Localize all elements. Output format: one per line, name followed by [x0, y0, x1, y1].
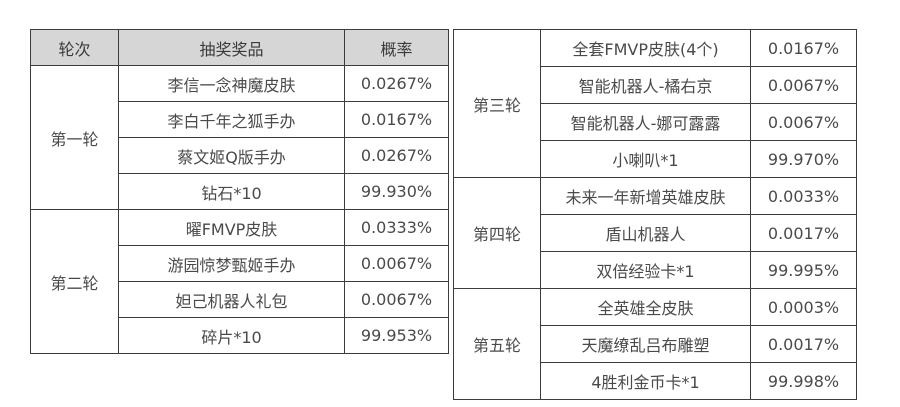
- table-row: 第四轮 未来一年新增英雄皮肤 0.0033%: [453, 177, 857, 289]
- prize-cell: 小喇叭*1: [540, 140, 751, 178]
- probability-cell: 0.0067%: [750, 103, 857, 141]
- right-probability-table: 第三轮 全套FMVP皮肤(4个) 0.0167% 智能机器人-橘右京 0.006…: [453, 29, 857, 400]
- header-row: 轮次 抽奖奖品 概率: [30, 29, 449, 66]
- round-label: 第五轮: [453, 288, 541, 400]
- prize-cell: 双倍经验卡*1: [540, 251, 751, 289]
- probability-cell: 0.0167%: [750, 29, 857, 67]
- prize-cell: 智能机器人-娜可露露: [540, 103, 751, 141]
- round-label: 第一轮: [30, 65, 119, 210]
- probability-cell: 99.930%: [344, 173, 449, 210]
- probability-cell: 99.953%: [344, 317, 449, 354]
- header-round: 轮次: [30, 29, 119, 66]
- prize-cell: 蔡文姬Q版手办: [118, 137, 345, 174]
- probability-cell: 0.0167%: [344, 101, 449, 138]
- header-probability: 概率: [344, 29, 449, 66]
- table-row: 钻石*10 99.930%: [31, 173, 449, 210]
- prize-cell: 李信一念神魔皮肤: [118, 65, 345, 102]
- left-probability-table: 轮次 抽奖奖品 概率 第一轮 李信一念神魔皮肤 0.0267% 李白千年之狐手办…: [30, 29, 449, 354]
- probability-cell: 99.995%: [750, 251, 857, 289]
- table-row: 游园惊梦甄姬手办 0.0067%: [31, 245, 449, 282]
- prize-cell: 盾山机器人: [540, 214, 751, 252]
- round-label: 第三轮: [453, 29, 541, 178]
- prize-cell: 曜FMVP皮肤: [118, 209, 345, 246]
- prize-cell: 全套FMVP皮肤(4个): [540, 29, 751, 67]
- round-label: 第二轮: [30, 209, 119, 354]
- table-row: 智能机器人-橘右京 0.0067%: [454, 66, 857, 104]
- prize-cell: 李白千年之狐手办: [118, 101, 345, 138]
- table-row: 第一轮 李信一念神魔皮肤 0.0267%: [30, 65, 449, 210]
- round-label: 第四轮: [453, 177, 541, 289]
- probability-cell: 0.0067%: [344, 245, 449, 282]
- prize-cell: 游园惊梦甄姬手办: [118, 245, 345, 282]
- table-row: 双倍经验卡*1 99.995%: [454, 251, 857, 289]
- probability-cell: 0.0033%: [750, 177, 857, 215]
- prize-cell: 未来一年新增英雄皮肤: [540, 177, 751, 215]
- table-row: 李白千年之狐手办 0.0167%: [31, 101, 449, 138]
- probability-cell: 0.0067%: [750, 66, 857, 104]
- probability-cell: 0.0017%: [750, 214, 857, 252]
- probability-cell: 0.0333%: [344, 209, 449, 246]
- table-row: 小喇叭*1 99.970%: [454, 140, 857, 178]
- prize-cell: 全英雄全皮肤: [540, 288, 751, 326]
- table-row: 妲己机器人礼包 0.0067%: [31, 281, 449, 318]
- prize-cell: 智能机器人-橘右京: [540, 66, 751, 104]
- prize-cell: 天魔缭乱吕布雕塑: [540, 325, 751, 363]
- prize-cell: 碎片*10: [118, 317, 345, 354]
- probability-cell: 99.998%: [750, 362, 857, 400]
- probability-cell: 99.970%: [750, 140, 857, 178]
- table-row: 4胜利金币卡*1 99.998%: [454, 362, 857, 400]
- table-row: 第二轮 曜FMVP皮肤 0.0333%: [30, 209, 449, 354]
- probability-cell: 0.0067%: [344, 281, 449, 318]
- probability-cell: 0.0003%: [750, 288, 857, 326]
- table-row: 智能机器人-娜可露露 0.0067%: [454, 103, 857, 141]
- table-row: 蔡文姬Q版手办 0.0267%: [31, 137, 449, 174]
- prize-cell: 钻石*10: [118, 173, 345, 210]
- table-row: 第五轮 全英雄全皮肤 0.0003%: [453, 288, 857, 400]
- prize-cell: 4胜利金币卡*1: [540, 362, 751, 400]
- header-prize: 抽奖奖品: [118, 29, 345, 66]
- prize-cell: 妲己机器人礼包: [118, 281, 345, 318]
- probability-cell: 0.0267%: [344, 137, 449, 174]
- probability-cell: 0.0017%: [750, 325, 857, 363]
- table-row: 第三轮 全套FMVP皮肤(4个) 0.0167%: [453, 29, 857, 178]
- table-row: 天魔缭乱吕布雕塑 0.0017%: [454, 325, 857, 363]
- table-row: 碎片*10 99.953%: [31, 317, 449, 354]
- probability-cell: 0.0267%: [344, 65, 449, 102]
